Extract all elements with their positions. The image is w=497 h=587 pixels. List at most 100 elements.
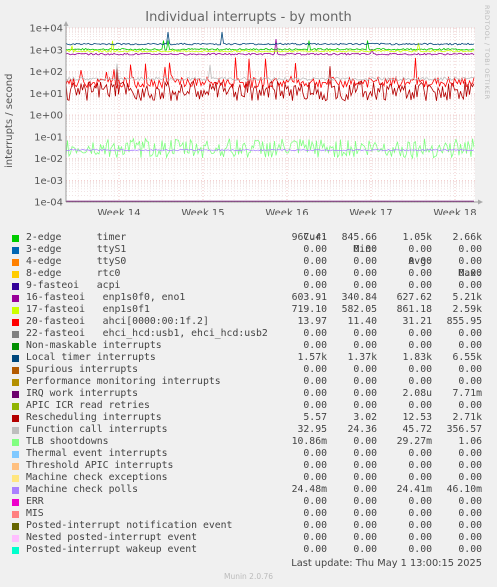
legend-swatch bbox=[12, 343, 19, 350]
legend-cur: 0.00 bbox=[303, 364, 327, 375]
legend-cur: 0.00 bbox=[303, 520, 327, 531]
legend-row: Nested posted-interrupt event 0.00 0.00 0.0… bbox=[12, 532, 492, 544]
legend-min: 340.84 bbox=[341, 292, 377, 303]
legend-min: 0.00 bbox=[353, 400, 377, 411]
legend-series-name: 17-fasteoi enp1s0f1 bbox=[26, 304, 150, 315]
legend-series-name: Nested posted-interrupt event bbox=[26, 532, 198, 543]
legend-min: 0.00 bbox=[353, 376, 377, 387]
legend-avg: 0.00 bbox=[408, 508, 432, 519]
series-line bbox=[65, 39, 475, 56]
legend-avg: 1.05k bbox=[402, 232, 433, 243]
y-tick-label: 1e+01 bbox=[29, 89, 63, 100]
legend-max: 0.00 bbox=[458, 340, 482, 351]
legend-min: 0.00 bbox=[353, 508, 377, 519]
legend-row: MIS 0.00 0.00 0.00 0.00 bbox=[12, 508, 492, 520]
legend-row: Machine check exceptions 0.00 0.00 0.00 0.00 bbox=[12, 472, 492, 484]
legend-row: Local timer interrupts 1.57k 1.37k 1.83k 6.5… bbox=[12, 352, 492, 364]
legend-swatch bbox=[12, 367, 19, 374]
y-tick-label: 1e+00 bbox=[29, 111, 63, 122]
legend-max: 0.00 bbox=[458, 328, 482, 339]
legend-swatch bbox=[12, 283, 19, 290]
legend-min: 845.66 bbox=[341, 232, 377, 243]
munin-version: Munin 2.0.76 bbox=[223, 572, 274, 581]
legend-min: 0.00 bbox=[353, 280, 377, 291]
legend-swatch bbox=[12, 307, 19, 314]
series-lines bbox=[65, 31, 475, 202]
legend-avg: 0.00 bbox=[408, 400, 432, 411]
y-tick-label: 1e+04 bbox=[29, 24, 63, 35]
legend-max: 0.00 bbox=[458, 244, 482, 255]
legend-max: 7.71m bbox=[452, 388, 483, 399]
legend-max: 2.71k bbox=[452, 412, 483, 423]
legend-min: 0.00 bbox=[353, 448, 377, 459]
legend-row: Posted-interrupt wakeup event 0.00 0.00 0.0… bbox=[12, 544, 492, 556]
legend-avg: 24.41m bbox=[396, 484, 432, 495]
legend-min: 0.00 bbox=[353, 388, 377, 399]
legend-avg: 0.00 bbox=[408, 244, 432, 255]
x-tick-label: Week 16 bbox=[265, 208, 308, 215]
legend-avg: 0.00 bbox=[408, 280, 432, 291]
legend-min: 0.00 bbox=[353, 496, 377, 507]
legend-row: 22-fasteoi ehci_hcd:usb1, ehci_hcd:usb2 0… bbox=[12, 328, 492, 340]
legend-avg: 627.62 bbox=[396, 292, 432, 303]
legend-row: 9-fasteoi acpi 0.00 0.00 0.00 0.00 bbox=[12, 280, 492, 292]
y-tick-label: 1e+02 bbox=[29, 67, 63, 78]
legend-row: Function call interrupts 32.95 24.36 45.72 3… bbox=[12, 424, 492, 436]
legend-max: 0.00 bbox=[458, 472, 482, 483]
legend-swatch bbox=[12, 295, 19, 302]
legend-min: 24.36 bbox=[347, 424, 378, 435]
x-axis-arrow bbox=[478, 199, 483, 205]
y-tick-label: 1e-01 bbox=[34, 132, 63, 143]
x-tick-label: Week 17 bbox=[349, 208, 392, 215]
legend-cur: 0.00 bbox=[303, 376, 327, 387]
legend-cur: 13.97 bbox=[297, 316, 328, 327]
legend-row: Threshold APIC interrupts 0.00 0.00 0.00 0.0… bbox=[12, 460, 492, 472]
legend-header: Cur: Min: Avg: Max: bbox=[12, 220, 492, 279]
legend-max: 0.00 bbox=[458, 448, 482, 459]
legend-swatch bbox=[12, 439, 19, 446]
legend-swatch bbox=[12, 547, 19, 554]
legend-series-name: Posted-interrupt notification event bbox=[26, 520, 233, 531]
legend-min: 0.00 bbox=[353, 460, 377, 471]
legend-max: 0.00 bbox=[458, 376, 482, 387]
y-tick-label: 1e-03 bbox=[34, 176, 63, 187]
legend-swatch bbox=[12, 415, 19, 422]
legend-cur: 0.00 bbox=[303, 460, 327, 471]
legend-avg: 0.00 bbox=[408, 448, 432, 459]
legend-cur: 0.00 bbox=[303, 328, 327, 339]
legend-min: 11.40 bbox=[347, 316, 378, 327]
legend-series-name: Spurious interrupts bbox=[26, 364, 139, 375]
legend-cur: 0.00 bbox=[303, 256, 327, 267]
legend-max: 0.00 bbox=[458, 256, 482, 267]
legend-series-name: Rescheduling interrupts bbox=[26, 412, 162, 423]
legend-cur: 0.00 bbox=[303, 508, 327, 519]
legend-cur: 24.48m bbox=[291, 484, 327, 495]
legend-min: 0.00 bbox=[353, 364, 377, 375]
legend-series-name: 3-edge ttyS1 bbox=[26, 244, 127, 255]
legend-cur: 0.00 bbox=[303, 340, 327, 351]
legend-rows: 2-edge timer 967.41 845.66 1.05k 2.66k 3-edge… bbox=[12, 232, 492, 556]
legend-min: 0.00 bbox=[353, 484, 377, 495]
legend-series-name: Threshold APIC interrupts bbox=[26, 460, 174, 471]
legend-cur: 0.00 bbox=[303, 496, 327, 507]
legend-cur: 967.41 bbox=[291, 232, 327, 243]
col-avg: Avg: bbox=[408, 256, 432, 267]
legend-row: 8-edge rtc0 0.00 0.00 0.00 0.00 bbox=[12, 268, 492, 280]
legend-row: Spurious interrupts 0.00 0.00 0.00 0.00 bbox=[12, 364, 492, 376]
series-line bbox=[65, 40, 475, 51]
last-update: Last update: Thu May 1 13:00:15 2025 bbox=[291, 558, 482, 569]
series-line bbox=[65, 137, 475, 160]
legend-series-name: Function call interrupts bbox=[26, 424, 168, 435]
legend-row: 16-fasteoi enp1s0f0, eno1 603.91 340.84 627… bbox=[12, 292, 492, 304]
legend-swatch bbox=[12, 319, 19, 326]
legend-swatch bbox=[12, 535, 19, 542]
legend-min: 0.00 bbox=[353, 520, 377, 531]
legend-cur: 32.95 bbox=[297, 424, 328, 435]
legend-min: 0.00 bbox=[353, 328, 377, 339]
legend-avg: 31.21 bbox=[402, 316, 433, 327]
legend-max: 0.00 bbox=[458, 280, 482, 291]
legend-max: 46.10m bbox=[446, 484, 482, 495]
legend-row: Performance monitoring interrupts 0.00 0.0… bbox=[12, 376, 492, 388]
legend-cur: 1.57k bbox=[297, 352, 328, 363]
legend-swatch bbox=[12, 451, 19, 458]
